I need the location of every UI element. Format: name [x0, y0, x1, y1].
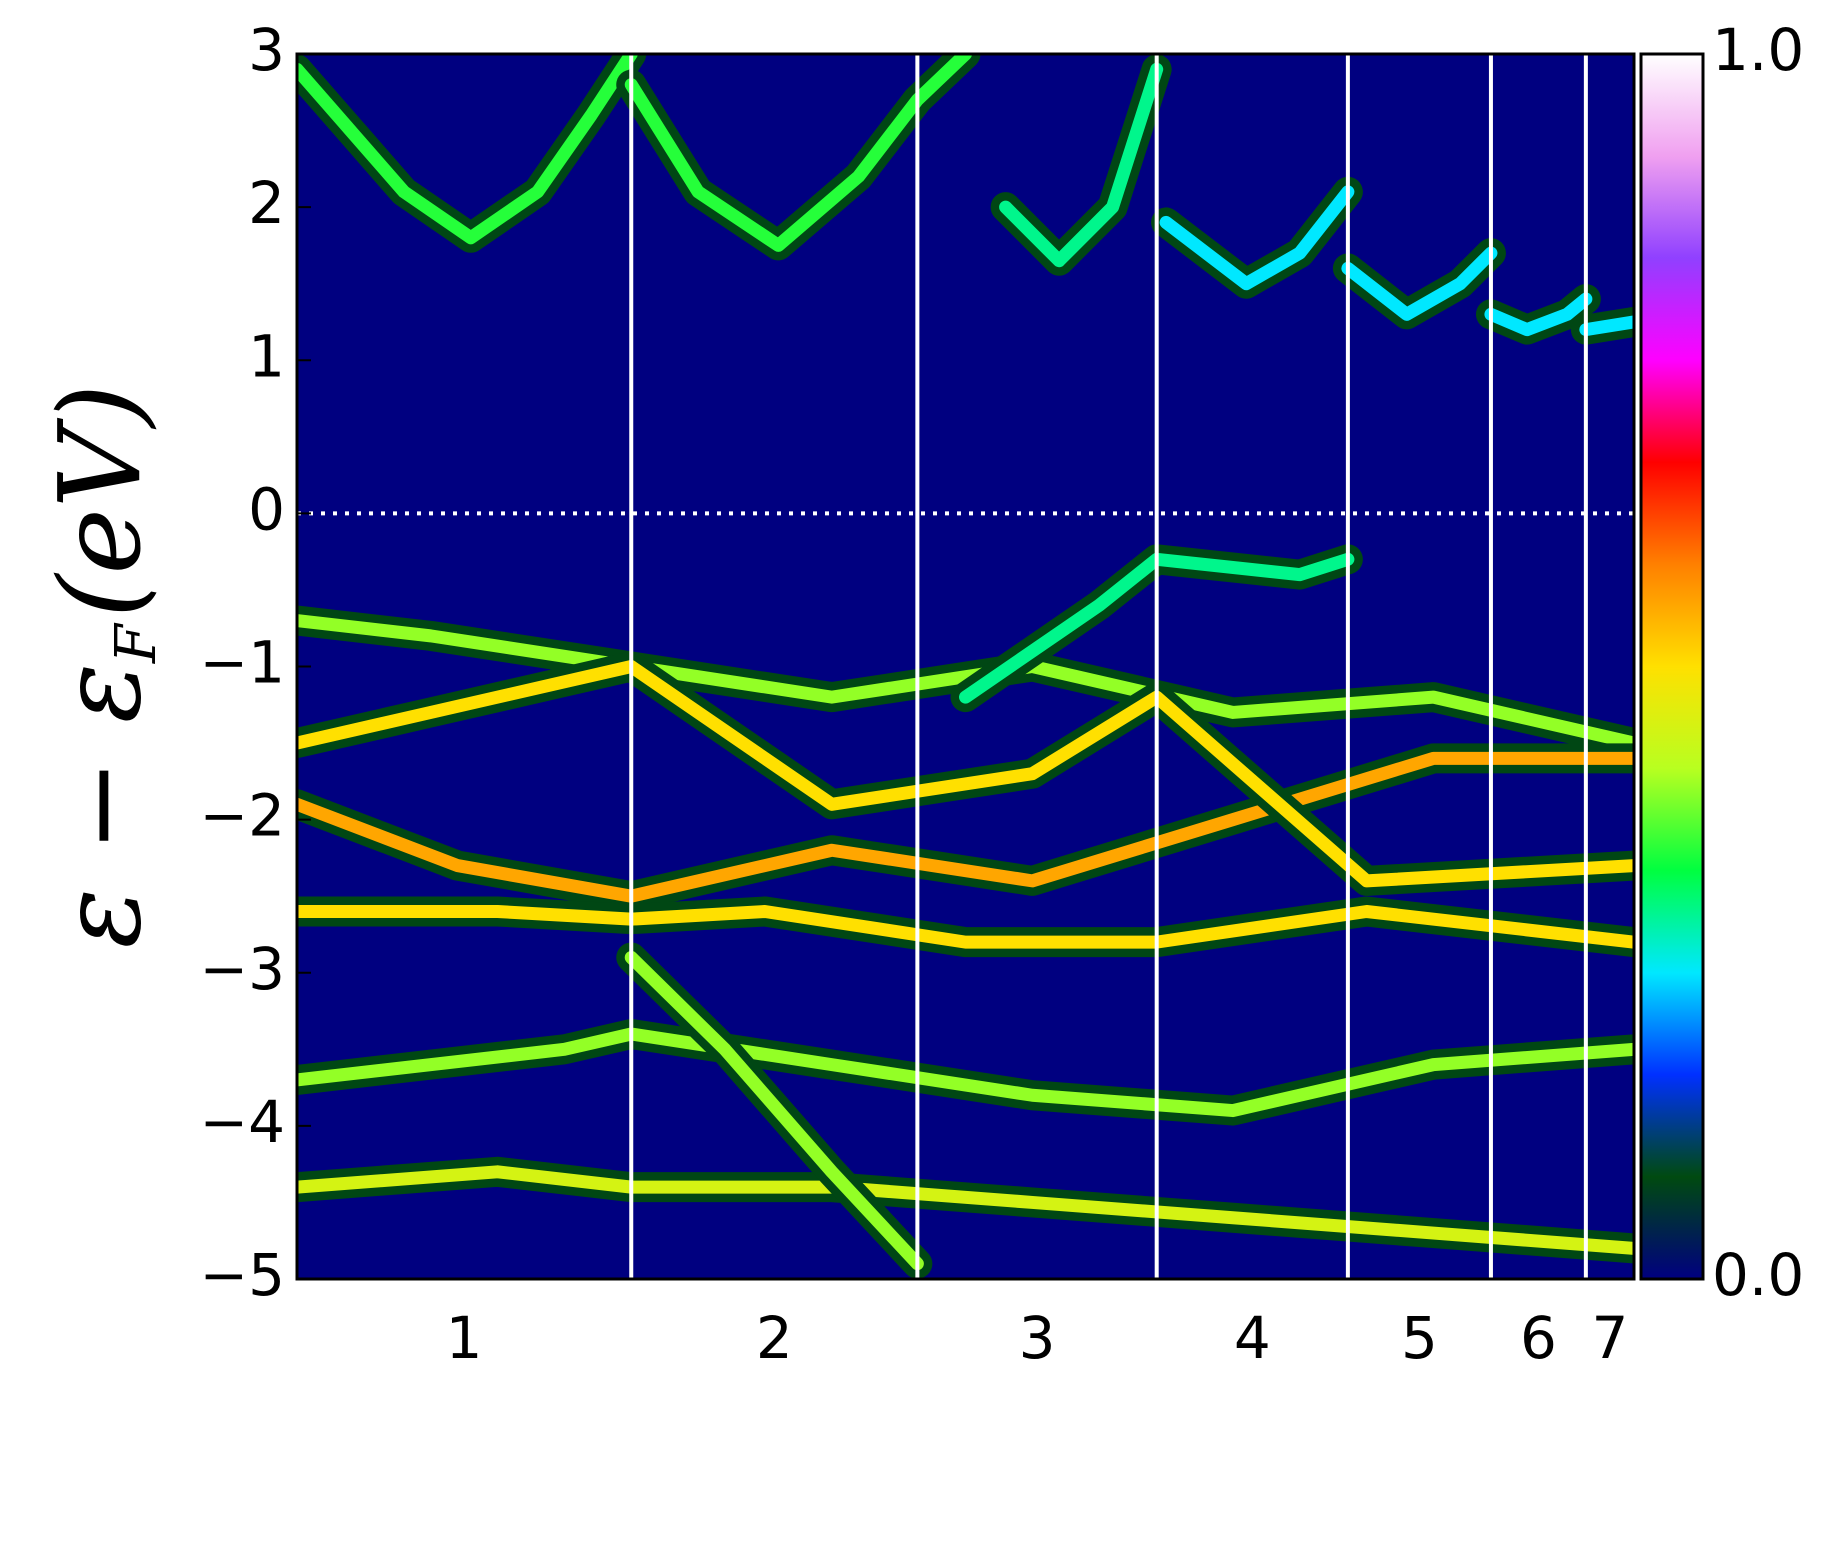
x-tick-label: 3: [1019, 1304, 1056, 1372]
band: [1159, 185, 1355, 291]
x-tick-label: 4: [1234, 1304, 1271, 1372]
x-tick-label: 2: [756, 1304, 793, 1372]
y-tick-label: −1: [200, 629, 286, 697]
y-tick-label: 2: [248, 169, 285, 237]
band: [297, 1027, 1634, 1118]
band: [1341, 246, 1498, 321]
y-tick-label: 3: [248, 16, 285, 84]
band: [297, 1165, 1634, 1255]
y-tick-label: −4: [200, 1088, 286, 1156]
y-axis-label: ε − εF(eV): [36, 384, 169, 949]
x-tick-label: 1: [446, 1304, 483, 1372]
plot-frame: [295, 52, 1636, 1281]
y-label-main: ε − ε: [36, 663, 166, 948]
band: [297, 614, 1634, 750]
x-tick-label: 5: [1401, 1304, 1438, 1372]
colorbar-tick-label: 0.0: [1712, 1241, 1804, 1309]
colorbar: [1639, 52, 1705, 1281]
band: [1579, 315, 1634, 337]
y-label-unit: (eV): [36, 384, 166, 619]
band: [999, 62, 1164, 268]
band: [297, 905, 1634, 949]
band: [297, 660, 1634, 888]
band: [1484, 292, 1593, 337]
band: [624, 54, 972, 252]
y-tick-label: 1: [248, 322, 285, 390]
y-label-sub: F: [104, 622, 169, 664]
band: [297, 751, 1634, 903]
plot-area: [297, 54, 1634, 1279]
colorbar-tick-label: 1.0: [1712, 16, 1804, 84]
y-tick-label: −3: [200, 935, 286, 1003]
y-tick-label: 0: [248, 475, 285, 543]
x-tick-label: 6: [1520, 1304, 1557, 1372]
y-tick-label: −5: [200, 1241, 286, 1309]
y-tick-label: −2: [200, 782, 286, 850]
x-tick-label: 7: [1591, 1304, 1628, 1372]
band: [297, 54, 638, 245]
band: [624, 950, 924, 1271]
